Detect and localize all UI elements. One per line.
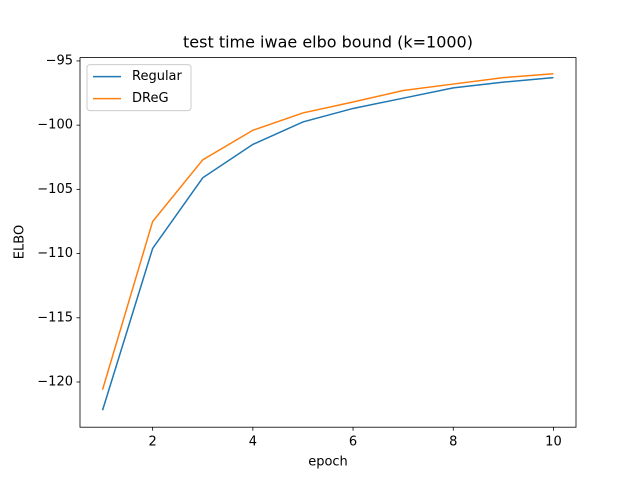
x-tick-label: 2 <box>149 435 157 450</box>
x-tick-label: 10 <box>545 435 562 450</box>
x-axis-label: epoch <box>308 455 348 470</box>
y-tick-label: −115 <box>37 310 73 325</box>
chart-title: test time iwae elbo bound (k=1000) <box>183 33 473 52</box>
legend-label: DReG <box>132 91 169 106</box>
axes-frame <box>79 57 577 428</box>
data-line <box>101 73 554 390</box>
data-line <box>101 76 554 411</box>
y-tick-label: −105 <box>37 182 73 197</box>
y-tick-label: −100 <box>37 118 73 133</box>
y-tick-label: −110 <box>37 246 73 261</box>
y-tick-label: −95 <box>46 53 73 68</box>
x-tick-label: 6 <box>349 435 357 450</box>
y-axis-label: ELBO <box>13 225 28 259</box>
legend-label: Regular <box>132 69 183 84</box>
x-tick-label: 8 <box>449 435 457 450</box>
x-tick-label: 4 <box>249 435 257 450</box>
y-tick-label: −120 <box>37 374 73 389</box>
